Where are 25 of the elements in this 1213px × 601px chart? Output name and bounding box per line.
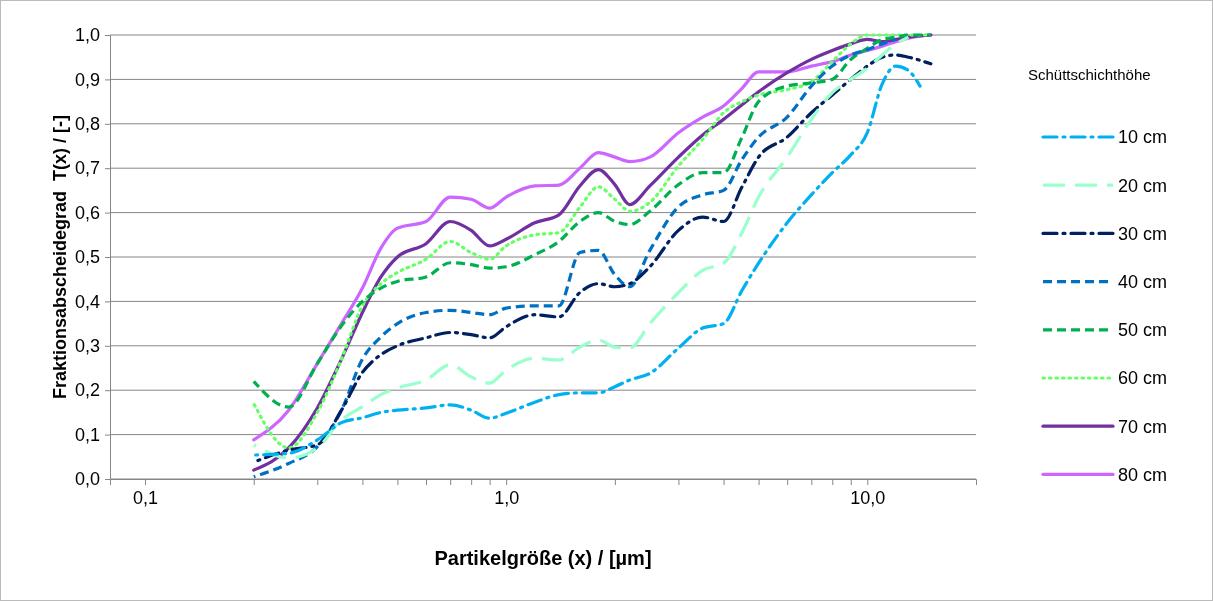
y-tick-label: 0,5 bbox=[74, 247, 100, 268]
y-tick-label: 0,2 bbox=[74, 380, 100, 401]
legend-label: 80 cm bbox=[1118, 464, 1168, 485]
y-tick-label: 0,8 bbox=[74, 114, 100, 135]
y-tick-label: 0,6 bbox=[74, 202, 100, 223]
y-tick-label: 0,9 bbox=[74, 69, 100, 90]
legend-label: 70 cm bbox=[1118, 416, 1168, 437]
legend-label: 50 cm bbox=[1118, 320, 1168, 341]
legend-label: 30 cm bbox=[1118, 223, 1168, 244]
legend-title: Schüttschichthöhe bbox=[1028, 66, 1151, 83]
y-tick-label: 0,3 bbox=[74, 336, 100, 357]
y-axis-title: Fraktionsabscheidegrad T(x) / [-] bbox=[50, 114, 70, 400]
x-tick-label: 1,0 bbox=[494, 488, 520, 509]
y-tick-label: 0,1 bbox=[74, 424, 100, 445]
y-tick-label: 1,0 bbox=[74, 25, 100, 46]
x-axis-title: Partikelgröße (x) / [µm] bbox=[434, 547, 652, 569]
x-tick-label: 0,1 bbox=[132, 488, 159, 509]
y-tick-label: 0,0 bbox=[74, 469, 100, 490]
legend-label: 40 cm bbox=[1118, 271, 1168, 292]
legend-label: 10 cm bbox=[1118, 127, 1168, 148]
y-tick-label: 0,7 bbox=[74, 158, 100, 179]
y-tick-label: 0,4 bbox=[74, 291, 100, 312]
legend-label: 20 cm bbox=[1118, 175, 1168, 196]
x-tick-label: 10,0 bbox=[850, 488, 886, 509]
legend-label: 60 cm bbox=[1118, 368, 1168, 389]
